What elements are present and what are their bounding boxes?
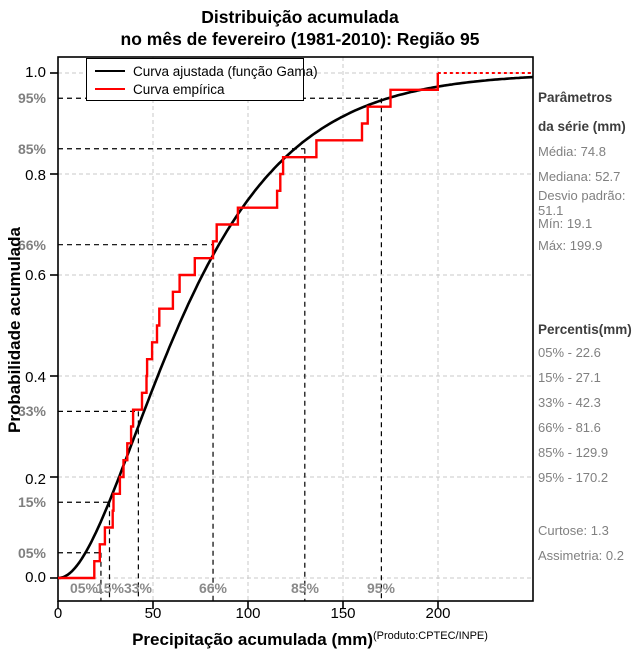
percentil-95: 95% - 170.2	[538, 470, 609, 485]
legend-row-fitted: Curva ajustada (função Gama)	[87, 62, 318, 80]
stat-max: Máx: 199.9	[538, 238, 603, 253]
bottom-pct-66: 66%	[198, 580, 228, 596]
chart-title-line1: Distribuição acumulada	[201, 7, 399, 27]
y-pct-15: 15%	[17, 494, 46, 510]
stat-mediana: Mediana: 52.7	[538, 169, 621, 184]
x-axis-title: Precipitação acumulada (mm)	[132, 630, 373, 649]
y-tick-1.0: 1.0	[25, 64, 46, 81]
params-title-line1: Parâmetros	[538, 90, 613, 105]
stat-assimetria: Assimetria: 0.2	[538, 548, 624, 563]
product-annotation: (Produto:CPTEC/INPE)	[373, 630, 488, 642]
bottom-pct-85: 85%	[290, 580, 320, 596]
stat-min: Mín: 19.1	[538, 216, 593, 231]
percentil-33: 33% - 42.3	[538, 395, 601, 410]
percentis-title: Percentis(mm)	[538, 322, 632, 337]
bottom-pct-05: 05%	[69, 580, 99, 596]
y-pct-33: 33%	[17, 403, 46, 419]
y-tick-0.0: 0.0	[25, 569, 46, 586]
x-axis-title-row: Precipitação acumulada (mm) (Produto:CPTE…	[0, 630, 620, 650]
y-pct-66: 66%	[17, 237, 46, 253]
y-tick-0.4: 0.4	[25, 369, 46, 386]
gamma-curve-path	[57, 75, 534, 580]
bottom-pct-95: 95%	[366, 580, 396, 596]
chart-title-line2: no mês de fevereiro (1981-2010): Região …	[120, 29, 480, 49]
legend-label-empirical: Curva empírica	[133, 81, 225, 97]
legend-box: Curva ajustada (função Gama) Curva empír…	[86, 58, 318, 101]
y-pct-85: 85%	[17, 141, 46, 157]
legend-row-empirical: Curva empírica	[87, 80, 303, 98]
y-tick-0.8: 0.8	[25, 167, 46, 184]
bottom-pct-15: 15%	[95, 580, 125, 596]
x-tick-100: 100	[235, 605, 261, 622]
plot-box	[57, 56, 534, 602]
percentil-85: 85% - 129.9	[538, 445, 609, 460]
stat-desvio: Desvio padrão: 51.1	[538, 188, 626, 218]
percentil-05: 05% - 22.6	[538, 345, 601, 360]
y-tick-0.6: 0.6	[25, 267, 46, 284]
stat-media: Média: 74.8	[538, 144, 606, 159]
percentil-66: 66% - 81.6	[538, 420, 601, 435]
x-tick-0: 0	[53, 605, 63, 622]
y-pct-95: 95%	[17, 90, 46, 106]
legend-label-fitted: Curva ajustada (função Gama)	[133, 63, 318, 79]
y-axis-title: Probabilidade acumulada	[5, 227, 24, 433]
params-title-line2: da série (mm)	[538, 119, 626, 134]
bottom-pct-33: 33%	[123, 580, 153, 596]
y-tick-0.2: 0.2	[25, 471, 46, 488]
empirical-curve-path	[58, 73, 439, 580]
x-tick-50: 50	[144, 605, 162, 622]
empirical-line-swatch	[95, 88, 125, 90]
y-pct-05: 05%	[17, 545, 46, 561]
x-tick-200: 200	[425, 605, 451, 622]
fitted-line-swatch	[95, 70, 125, 72]
x-tick-150: 150	[330, 605, 356, 622]
stat-curtose: Curtose: 1.3	[538, 523, 609, 538]
percentil-15: 15% - 27.1	[538, 370, 601, 385]
